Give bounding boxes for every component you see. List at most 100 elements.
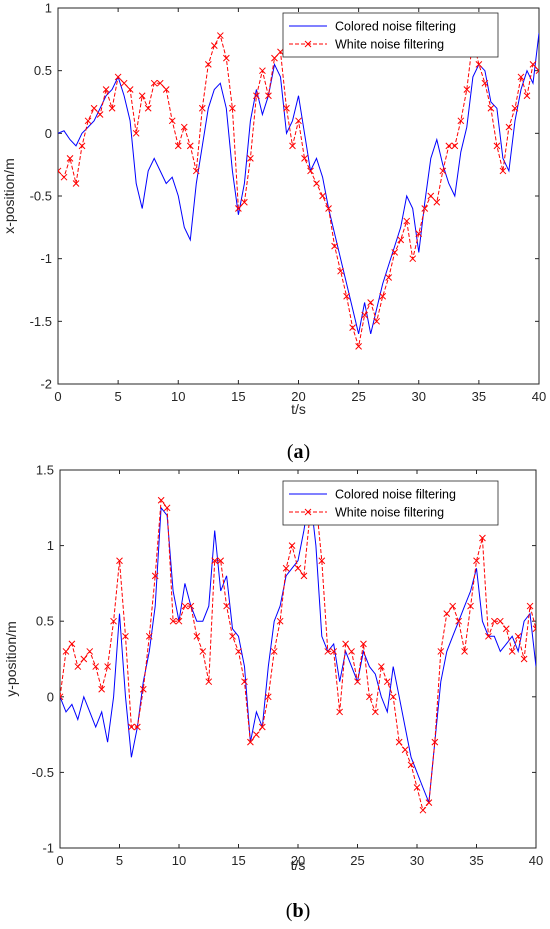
chart-1-caption-letter: b <box>292 900 303 922</box>
chart-0-series-1-marker <box>120 79 128 87</box>
chart-0-series-1-marker <box>210 42 218 49</box>
chart-0-series-1-marker <box>415 230 423 237</box>
chart-0-series-1-marker <box>174 142 182 150</box>
chart-0-y-tick-label: -1.5 <box>30 314 52 329</box>
chart-1-series-1-marker <box>354 678 361 686</box>
chart-1-y-tick-label: 0 <box>47 689 54 704</box>
chart-1-series-1-marker <box>205 678 213 686</box>
chart-0-series-1-marker <box>517 73 525 81</box>
chart-1-series-1-marker <box>300 572 308 580</box>
chart-0-series-1-marker <box>313 180 320 187</box>
chart-1-panel-caption: (b) <box>286 900 310 922</box>
chart-1-series-1-marker <box>413 784 421 791</box>
chart-1-series-1-marker <box>175 617 183 625</box>
chart-1-plot-frame <box>59 469 537 849</box>
chart-0-series-1-marker <box>439 167 447 175</box>
chart-0-series-1-marker <box>271 54 278 62</box>
chart-1-series-1-marker <box>98 685 106 693</box>
chart-0-series-1-marker <box>391 249 399 256</box>
chart-0-series-1-marker <box>511 104 519 112</box>
chart-1-series-1-marker <box>241 678 248 686</box>
chart-1-series-1-marker <box>258 723 266 731</box>
chart-0-series-1-marker <box>385 274 393 281</box>
chart-1-series-1-marker <box>502 625 510 633</box>
chart-1-series-1-marker <box>139 685 147 693</box>
chart-1-series-1-marker <box>264 693 272 701</box>
chart-1-series-1-marker <box>252 731 260 738</box>
chart-1-legend-box <box>282 480 499 526</box>
chart-1-series-1-marker <box>270 648 278 655</box>
chart-1-series-1-marker <box>342 640 349 648</box>
chart-0-x-tick-label: 5 <box>115 389 122 404</box>
chart-0-series-1-marker <box>259 67 266 75</box>
chart-1-series-1-marker <box>104 663 111 670</box>
chart-1-series-1-marker <box>455 617 463 625</box>
chart-0-series-1-marker <box>331 242 338 250</box>
chart-1-series-1-marker <box>60 693 64 701</box>
chart-1-legend: Colored noise filtering White noise filte… <box>282 480 499 526</box>
chart-0-series-1-marker <box>192 167 200 175</box>
chart-1-series-1-marker <box>151 572 159 580</box>
chart-0-series-1-marker <box>499 167 507 175</box>
chart-1-series-1-marker <box>217 557 225 565</box>
chart-1-series-1-marker <box>116 557 123 565</box>
chart-1-series-1-marker <box>407 761 415 769</box>
chart-1-series-1-marker <box>490 617 498 625</box>
chart-1-series-1-marker <box>479 534 486 542</box>
chart-0-series-1-marker <box>72 180 80 187</box>
chart-0-series-1-marker <box>295 117 302 125</box>
chart-1-series-1-marker <box>419 806 427 814</box>
chart-0-series-1-marker <box>523 92 531 100</box>
chart-0-series-1-marker <box>307 167 314 175</box>
chart-1-series-1-marker <box>443 610 451 617</box>
chart-0-series-1-marker <box>78 142 86 150</box>
chart-0-legend-label-0: Colored noise filtering <box>335 20 456 34</box>
chart-0-series-1-marker <box>265 92 272 100</box>
chart-1-series-1-marker <box>330 648 338 655</box>
chart-1-y-tick-label: 1 <box>47 538 54 553</box>
chart-0-y-tick-label: 0.5 <box>34 63 52 78</box>
panel-b: 0 5 10 15 20 25 30 35 40 -1 -0.5 0 0.5 1 1.5 t/s y-posit… <box>3 463 543 923</box>
chart-1-series-1-marker <box>145 632 153 640</box>
chart-0-plot-frame <box>57 7 540 385</box>
chart-0-series-1-marker <box>235 205 242 212</box>
chart-0-series-1-marker <box>451 142 459 150</box>
chart-1-series-1-marker <box>360 640 367 648</box>
chart-0-series-1-marker <box>421 205 429 212</box>
chart-0-series-group <box>58 32 539 350</box>
chart-1-legend-label-1: White noise filtering <box>335 506 444 520</box>
chart-1-series-1-marker <box>366 693 373 701</box>
chart-1-series-1-marker <box>449 602 457 610</box>
chart-1-series-1-marker <box>348 648 355 655</box>
chart-0-series-1-marker <box>445 142 453 150</box>
chart-0-x-tick-label: 40 <box>532 389 546 404</box>
chart-1-y-tick-label: -0.5 <box>32 765 54 780</box>
chart-0-x-axis-label: t/s <box>291 401 306 417</box>
chart-0-series-1-marker <box>343 292 350 300</box>
chart-1-series-1-marker <box>377 663 385 670</box>
chart-0-series-1-marker <box>253 92 260 100</box>
chart-1-series-1-marker <box>508 648 516 655</box>
chart-0-series-1-marker <box>198 104 206 112</box>
chart-0-series-1-marker <box>361 311 368 319</box>
chart-0-series-1-marker <box>58 167 62 175</box>
panel-a: 0 5 10 15 20 25 30 35 40 -2 -1.5 -1 -0.5 0 0.5 1 t/s x-po… <box>1 1 546 464</box>
chart-0-series-1-marker <box>481 79 489 87</box>
chart-1-series-1-marker <box>74 663 82 670</box>
chart-1-series-1-marker <box>211 557 219 565</box>
chart-0-caption-close: ) <box>304 441 311 463</box>
chart-1-legend-marker-1 <box>304 508 312 516</box>
chart-0-series-1-marker <box>162 86 170 93</box>
chart-1-series-1-marker <box>336 708 344 716</box>
chart-0-y-axis-label: x-position/m <box>1 158 17 233</box>
chart-1-x-tick-label: 0 <box>56 853 63 868</box>
chart-0-series-1-marker <box>108 104 116 112</box>
chart-1-x-tick-label: 10 <box>172 853 186 868</box>
chart-1-series-1-marker <box>425 799 433 806</box>
chart-1-series-1-marker <box>526 602 534 610</box>
chart-1-y-tick-label: 1.5 <box>36 463 54 478</box>
chart-1-x-tick-label: 35 <box>469 853 483 868</box>
chart-0-y-tick-label: -0.5 <box>30 189 52 204</box>
chart-0-series-1-marker <box>457 117 465 125</box>
